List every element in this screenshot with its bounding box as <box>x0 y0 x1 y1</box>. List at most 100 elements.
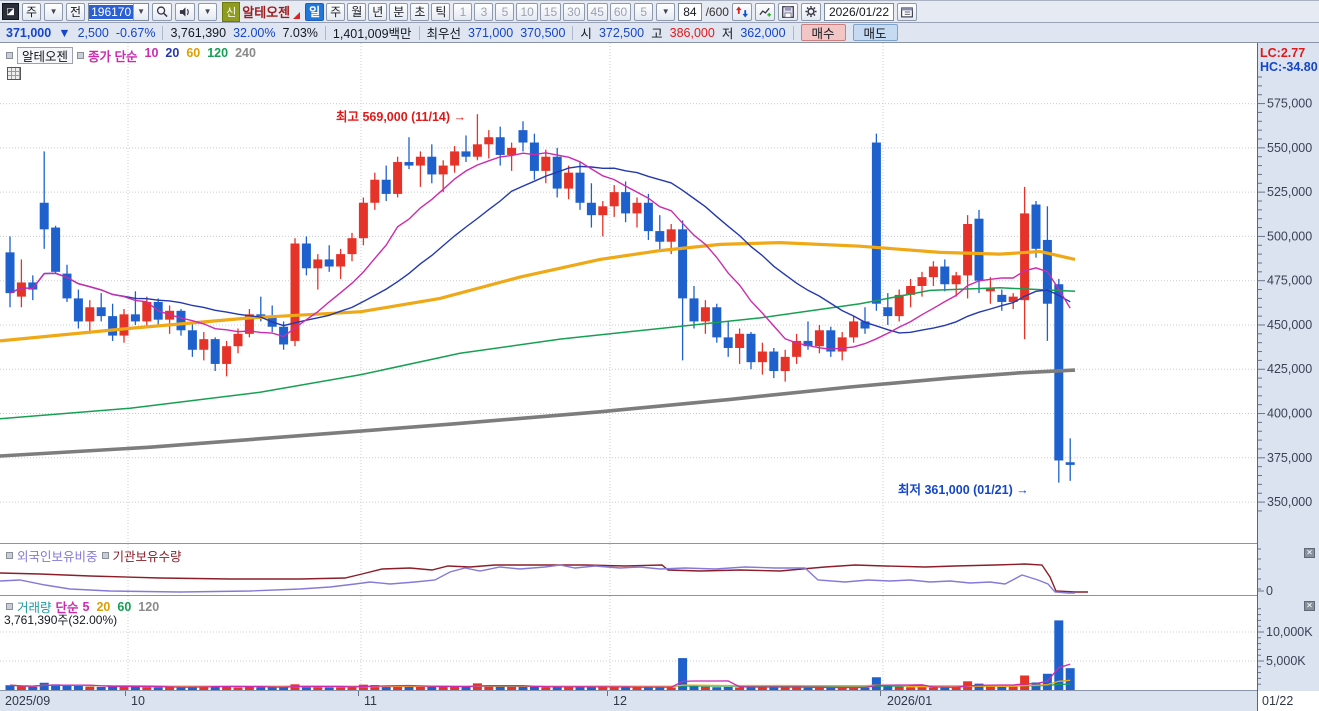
main-candle-chart[interactable] <box>0 43 1257 543</box>
speaker-dropdown-arrow[interactable]: ▼ <box>198 2 218 21</box>
high-annotation: 최고 569,000 (11/14) → <box>336 110 467 125</box>
candle-count-total: /600 <box>705 4 729 19</box>
calendar-icon[interactable] <box>897 2 918 21</box>
svg-text:10,000K: 10,000K <box>1266 625 1313 639</box>
period-tab-2[interactable]: 월 <box>347 2 367 21</box>
high-price: 386,000 <box>669 25 715 40</box>
save-icon[interactable] <box>777 2 798 21</box>
open-label: 시 <box>580 27 592 41</box>
compare-arrows-icon[interactable] <box>731 2 752 21</box>
hc-value: HC:-34.80 <box>1260 60 1318 74</box>
speaker-icon[interactable] <box>175 2 196 21</box>
prev-stock-button[interactable]: 전 <box>66 2 86 21</box>
quote-bar: 371,000 ▼ 2,500 -0.67% 3,761,390 32.00% … <box>0 23 1319 43</box>
minute-button-3[interactable]: 3 <box>474 2 494 21</box>
minute-button-1[interactable]: 1 <box>453 2 473 21</box>
chart-tool-icon[interactable] <box>754 2 775 21</box>
trade-amount: 1,401,009백만 <box>332 27 412 41</box>
ma-legend-120: 120 <box>207 46 229 60</box>
best-quote-label: 최우선 <box>426 27 462 41</box>
sell-button[interactable]: 매도 <box>852 24 898 41</box>
legend-marker-icon <box>101 552 109 559</box>
period-tab-1[interactable]: 주 <box>326 2 346 21</box>
change-arrow-icon: ▼ <box>58 25 71 40</box>
gear-icon[interactable] <box>800 2 821 21</box>
new-badge: 신 <box>222 1 241 22</box>
low-price: 362,000 <box>740 25 786 40</box>
ownership-pane[interactable]: 외국인보유비중 기관보유수량 <box>0 544 1257 594</box>
change-value: 2,500 <box>77 25 109 40</box>
minute-buttons: 1 3 5 10 15 30 45 60 <box>453 2 632 21</box>
ownership-pane-close-icon[interactable]: ✕ <box>1304 548 1315 558</box>
volume-pane-close-icon[interactable]: ✕ <box>1304 601 1315 611</box>
buy-button[interactable]: 매수 <box>800 24 846 41</box>
legend-stock-name[interactable]: 알테오젠 <box>17 47 74 64</box>
minute-button-15[interactable]: 15 <box>539 2 562 21</box>
stock-code-input[interactable]: 196170 ▼ <box>88 2 150 21</box>
period-tab-5[interactable]: 초 <box>410 2 430 21</box>
stock-title: 신 알테오젠 <box>220 1 302 22</box>
stock-name: 알테오젠 <box>242 5 291 20</box>
volume-legend: 거래량 단순 5 20 60 120 <box>6 597 159 616</box>
minute-combo[interactable]: 5 <box>634 2 654 21</box>
ma-legend-60: 60 <box>117 599 132 614</box>
high-label: 고 <box>651 27 663 41</box>
ma-legend-10: 10 <box>144 46 159 60</box>
legend-marker-icon <box>6 552 13 559</box>
ownership-chart[interactable] <box>0 544 1257 594</box>
volume-current: 3,761,390주(32.00%) <box>4 613 118 627</box>
change-percent: -0.67% <box>115 25 156 40</box>
legend-marker-icon <box>6 603 13 610</box>
volume-pane[interactable]: 거래량 단순 5 20 60 120 3,761,390주(32.00%) <box>0 596 1257 690</box>
minute-button-60[interactable]: 60 <box>609 2 632 21</box>
svg-text:525,000: 525,000 <box>1267 185 1312 199</box>
chart-region: 알테오젠 종가 단순 10 20 60 120 240 최고 569,000 (11/14… <box>0 43 1319 711</box>
ma-legend-5: 5 <box>82 599 90 614</box>
candle-count-input[interactable]: 84 <box>678 2 702 21</box>
period-tab-3[interactable]: 년 <box>368 2 388 21</box>
svg-text:375,000: 375,000 <box>1267 451 1312 465</box>
minute-button-10[interactable]: 10 <box>516 2 538 21</box>
volume-label: 거래량 <box>17 601 52 615</box>
grid-tool-icon[interactable] <box>7 67 21 80</box>
foreign-ownership-label: 외국인보유비중 <box>17 550 98 564</box>
close-series-label: 종가 단순 <box>88 50 138 64</box>
low-annotation: 최저 361,000 (01/21) → <box>898 482 1029 497</box>
code-dropdown-arrow[interactable]: ▼ <box>133 3 149 20</box>
ma-legend-120: 120 <box>138 599 160 614</box>
ma-legend-20: 20 <box>165 46 180 60</box>
svg-text:450,000: 450,000 <box>1267 318 1312 332</box>
ma-legend-240: 240 <box>235 46 256 60</box>
current-price: 371,000 <box>6 25 52 40</box>
minute-button-5[interactable]: 5 <box>495 2 515 21</box>
period-tab-0[interactable]: 일 <box>305 2 325 21</box>
ownership-legend: 외국인보유비중 기관보유수량 <box>6 546 182 565</box>
low-label: 저 <box>721 27 734 41</box>
minute-combo-arrow[interactable]: ▼ <box>656 2 676 21</box>
date-axis-corner: 01/22 <box>1262 694 1294 708</box>
svg-text:425,000: 425,000 <box>1267 362 1312 376</box>
period-combo[interactable]: 주 <box>22 2 42 21</box>
x-axis-label-10: 10 <box>131 694 145 708</box>
minute-button-30[interactable]: 30 <box>563 2 585 21</box>
stock-code-value: 196170 <box>89 4 134 19</box>
period-combo-arrow[interactable]: ▼ <box>44 2 64 21</box>
main-price-pane[interactable]: 알테오젠 종가 단순 10 20 60 120 240 최고 569,000 (11/14… <box>0 43 1257 543</box>
search-icon[interactable] <box>152 2 173 21</box>
resize-corner-icon <box>293 12 301 19</box>
volume-ma-legend: 5 20 60 120 <box>83 600 160 614</box>
x-axis-label-2026-01: 2026/01 <box>887 694 933 708</box>
x-axis-label-11: 11 <box>364 694 377 708</box>
date-input[interactable]: 2026/01/22 <box>823 2 895 21</box>
minute-button-45[interactable]: 45 <box>586 2 608 21</box>
legend-marker-icon <box>77 52 85 59</box>
window-toggle-icon[interactable]: ◪ <box>2 3 19 20</box>
period-tab-6[interactable]: 틱 <box>431 2 451 21</box>
svg-text:5,000K: 5,000K <box>1266 654 1306 668</box>
svg-text:475,000: 475,000 <box>1267 274 1312 288</box>
volume-chart[interactable] <box>0 596 1257 690</box>
svg-text:575,000: 575,000 <box>1267 97 1312 111</box>
period-tab-4[interactable]: 분 <box>389 2 409 21</box>
